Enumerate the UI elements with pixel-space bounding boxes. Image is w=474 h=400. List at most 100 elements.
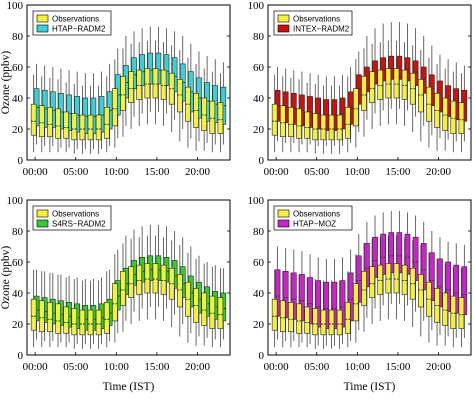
observation-box-group — [271, 74, 278, 153]
model-box-group — [66, 70, 72, 148]
observation-box — [328, 114, 335, 141]
observation-box — [393, 263, 400, 294]
observation-box — [336, 114, 343, 141]
model-box — [388, 55, 395, 80]
x-tick-label: 05:00 — [63, 361, 89, 373]
x-tick-label: 15:00 — [385, 361, 411, 373]
observation-box-group — [377, 237, 384, 321]
observation-box — [279, 105, 286, 138]
observation-box — [450, 295, 457, 329]
observation-box — [201, 292, 207, 326]
observation-box — [304, 306, 310, 334]
observation-box — [296, 108, 302, 139]
model-box-group — [291, 249, 297, 342]
observation-box — [112, 283, 118, 322]
legend-label: HTAP−RADM2 — [52, 25, 106, 34]
observation-box-group — [63, 82, 69, 153]
model-box — [282, 270, 289, 319]
y-tick-label: 60 — [253, 257, 265, 269]
observation-box — [144, 263, 151, 294]
observation-box-group — [304, 277, 310, 348]
model-box — [307, 277, 313, 325]
observation-box-group — [38, 271, 45, 348]
legend-swatch — [277, 209, 290, 218]
observation-box-group — [279, 271, 286, 348]
model-box — [299, 274, 305, 322]
observation-box — [369, 266, 375, 298]
x-tick-label: 00:00 — [23, 361, 49, 373]
observation-box — [95, 309, 102, 336]
x-tick-label: 05:00 — [304, 361, 330, 373]
plot-frame — [26, 4, 231, 161]
observation-box-group — [458, 268, 465, 348]
x-tick-label: 20:00 — [426, 166, 452, 178]
observation-box-group — [409, 240, 416, 328]
observation-box — [288, 107, 294, 138]
observation-box — [30, 103, 37, 136]
observation-box — [38, 300, 45, 333]
model-box-group — [299, 251, 305, 343]
model-box-group — [274, 246, 281, 340]
observation-box-group — [418, 244, 424, 337]
observation-box-group — [38, 76, 45, 153]
observation-box — [336, 309, 343, 336]
observation-box-group — [185, 57, 191, 148]
observation-box-group — [312, 84, 319, 154]
observation-box-group — [209, 71, 216, 153]
observation-box — [144, 68, 151, 99]
observation-box-group — [385, 40, 392, 125]
observation-box-group — [450, 71, 457, 153]
model-box — [380, 233, 386, 275]
observation-box — [450, 100, 457, 134]
observation-box — [120, 270, 126, 306]
model-box-group — [58, 68, 64, 148]
y-tick-label: 80 — [12, 31, 24, 43]
observation-box-group — [30, 74, 37, 153]
model-box-group — [364, 221, 370, 318]
observation-box-group — [201, 68, 207, 151]
observation-box — [55, 303, 61, 334]
observation-box-group — [336, 280, 343, 349]
observation-box-group — [177, 49, 183, 142]
observation-box-group — [136, 42, 143, 126]
model-box-group — [404, 212, 411, 306]
observation-box — [393, 68, 400, 99]
y-tick-label: 80 — [12, 226, 24, 238]
model-box-group — [372, 215, 378, 309]
model-box-group — [220, 62, 227, 145]
observation-box — [55, 108, 61, 139]
x-tick-label: 15:00 — [144, 361, 170, 373]
model-box — [437, 258, 443, 308]
model-box — [315, 280, 321, 328]
observation-box — [377, 69, 384, 100]
observation-box-group — [217, 73, 224, 153]
observation-box — [401, 264, 408, 295]
y-tick-label: 40 — [253, 288, 265, 300]
model-box-group — [315, 257, 321, 346]
observation-box-group — [193, 258, 199, 346]
legend-swatch — [277, 14, 290, 23]
y-tick-label: 100 — [7, 195, 24, 207]
observation-box-group — [296, 79, 302, 153]
plot-frame — [26, 199, 231, 356]
observation-box — [128, 266, 134, 298]
observation-box — [369, 71, 375, 103]
y-tick-label: 60 — [253, 62, 265, 74]
y-tick-label: 0 — [18, 155, 24, 167]
observation-box — [79, 114, 86, 141]
model-box-group — [429, 231, 435, 331]
observation-box-group — [418, 49, 424, 142]
observation-box-group — [393, 235, 400, 320]
model-box-group — [412, 215, 419, 312]
observation-box — [160, 69, 167, 100]
observation-box-group — [288, 77, 294, 153]
model-box — [372, 236, 378, 278]
legend-swatch — [36, 24, 49, 33]
observation-box — [120, 76, 126, 111]
observation-box-group — [426, 57, 432, 148]
legend-label: HTAP−MOZ — [293, 220, 336, 229]
observation-box-group — [377, 42, 384, 126]
observation-box — [377, 264, 384, 295]
legend-label: Observations — [293, 15, 340, 24]
observation-box — [112, 88, 118, 127]
